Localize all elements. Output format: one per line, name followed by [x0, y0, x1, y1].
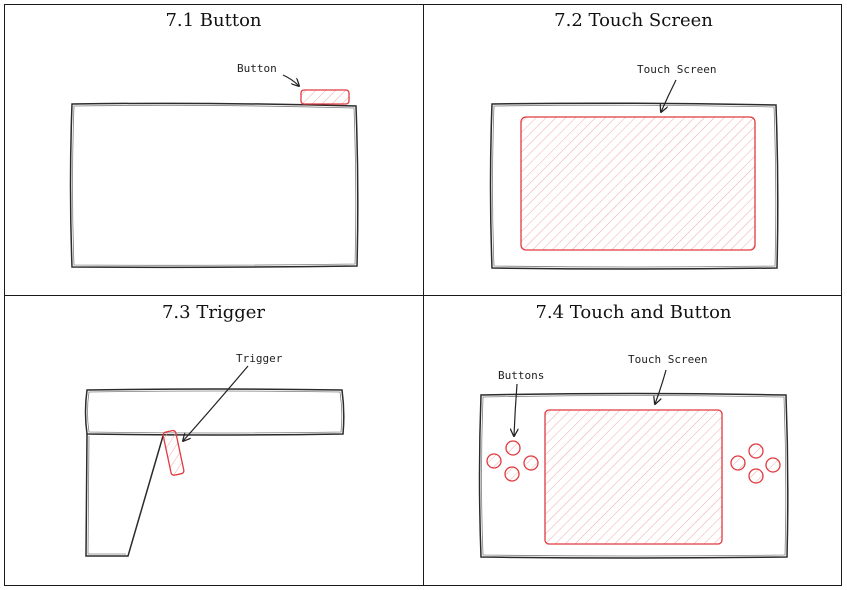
- panel-4-screen-arrow: [655, 369, 667, 404]
- panel-3-title: 7.3 Trigger: [161, 302, 266, 323]
- panel-4-screen-label: Touch Screen: [628, 353, 707, 366]
- panel-2-arrow: [661, 79, 677, 112]
- panel-4-touch-screen: [544, 409, 723, 545]
- panel-1-device: [69, 102, 359, 269]
- panel-4-title: 7.4 Touch and Button: [535, 302, 732, 323]
- panel-1-button-label: Button: [237, 62, 277, 75]
- panel-4-buttons-arrow: [514, 383, 517, 436]
- panel-4-right-buttons: [730, 443, 781, 484]
- panel-4-left-buttons: [486, 440, 539, 482]
- panel-4-buttons-label: Buttons: [498, 369, 544, 382]
- panel-3-trigger-label: Trigger: [236, 352, 283, 365]
- panel-3-trigger-shape: [162, 429, 185, 476]
- grid-horizontal-divider: [4, 295, 842, 296]
- panel-3-arrow: [183, 365, 249, 441]
- panel-2-screen-label: Touch Screen: [637, 63, 716, 76]
- panel-2-touch-screen: [520, 116, 756, 251]
- panel-1-button-shape: [300, 89, 350, 105]
- panel-1-arrow: [282, 74, 299, 86]
- panel-2-title: 7.2 Touch Screen: [554, 10, 713, 31]
- panel-3-device: [84, 388, 345, 557]
- panel-1-title: 7.1 Button: [165, 10, 262, 31]
